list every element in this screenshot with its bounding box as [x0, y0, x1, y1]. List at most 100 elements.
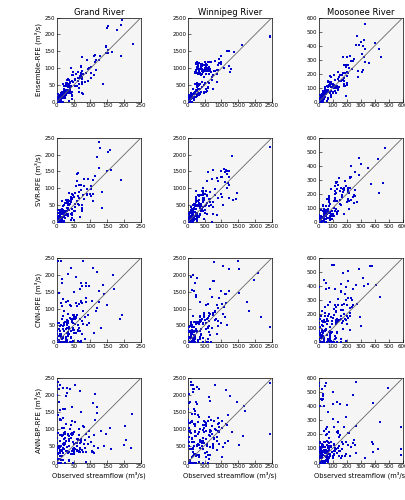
- Point: [55, 98, 62, 106]
- Point: [188, 94, 194, 102]
- Point: [342, 290, 348, 298]
- Point: [64, 320, 70, 328]
- Point: [205, 84, 211, 92]
- Point: [56, 454, 63, 462]
- Point: [347, 174, 353, 182]
- Point: [185, 458, 192, 466]
- Point: [318, 218, 324, 226]
- Point: [321, 212, 327, 220]
- Point: [81, 422, 87, 430]
- Point: [320, 318, 326, 326]
- Point: [54, 458, 61, 466]
- Point: [333, 204, 339, 212]
- Point: [364, 280, 371, 288]
- Point: [80, 182, 87, 190]
- Point: [192, 80, 198, 88]
- Point: [68, 404, 75, 411]
- Point: [73, 197, 80, 205]
- Point: [335, 77, 342, 85]
- Point: [316, 98, 322, 106]
- Point: [60, 431, 66, 439]
- Point: [64, 89, 70, 97]
- Point: [211, 417, 217, 425]
- Point: [56, 381, 63, 389]
- Point: [334, 196, 341, 204]
- Point: [70, 440, 77, 448]
- Point: [316, 338, 323, 346]
- Point: [76, 188, 82, 196]
- Point: [79, 80, 85, 88]
- Point: [335, 208, 341, 216]
- Point: [195, 64, 201, 72]
- Point: [185, 98, 191, 106]
- Point: [208, 68, 215, 76]
- Point: [57, 338, 63, 346]
- Point: [79, 67, 86, 75]
- Point: [65, 457, 72, 465]
- Point: [194, 274, 200, 282]
- Point: [243, 298, 250, 306]
- Point: [320, 332, 326, 340]
- Point: [92, 58, 98, 66]
- Point: [198, 331, 204, 339]
- Point: [207, 450, 213, 458]
- Point: [333, 318, 339, 326]
- Point: [200, 192, 207, 200]
- Point: [200, 438, 207, 446]
- Point: [56, 217, 62, 225]
- Point: [71, 448, 77, 456]
- Point: [344, 276, 351, 284]
- Point: [59, 456, 65, 464]
- Point: [325, 444, 331, 452]
- Point: [71, 447, 77, 455]
- Point: [197, 335, 203, 343]
- Point: [369, 438, 375, 446]
- Point: [339, 440, 346, 448]
- Point: [205, 328, 212, 336]
- Point: [59, 276, 65, 283]
- Point: [221, 303, 227, 311]
- Point: [96, 164, 102, 172]
- Point: [325, 310, 332, 318]
- Point: [267, 430, 274, 438]
- Point: [194, 208, 200, 216]
- Point: [69, 190, 75, 198]
- Point: [194, 212, 200, 220]
- Point: [204, 192, 211, 200]
- Point: [228, 65, 234, 73]
- Point: [322, 212, 329, 220]
- Point: [190, 208, 196, 216]
- Point: [197, 335, 203, 343]
- Point: [204, 177, 211, 185]
- Point: [192, 452, 199, 460]
- Point: [329, 338, 336, 346]
- Point: [322, 206, 328, 214]
- Point: [58, 91, 64, 99]
- Point: [317, 330, 323, 338]
- Point: [328, 442, 334, 450]
- Point: [340, 269, 346, 277]
- Point: [188, 94, 194, 102]
- Point: [222, 420, 229, 428]
- Point: [225, 180, 231, 188]
- Point: [393, 252, 399, 260]
- Point: [185, 420, 191, 428]
- Point: [190, 213, 196, 221]
- Point: [60, 94, 66, 102]
- Point: [201, 422, 207, 430]
- Point: [65, 80, 72, 88]
- Point: [319, 306, 325, 314]
- Point: [64, 430, 71, 438]
- Point: [346, 64, 353, 72]
- Point: [90, 198, 96, 205]
- Point: [185, 338, 192, 346]
- Point: [320, 96, 326, 104]
- Point: [65, 317, 71, 325]
- Point: [79, 72, 85, 80]
- Point: [109, 48, 116, 56]
- Point: [188, 334, 195, 342]
- Point: [56, 332, 63, 340]
- Point: [203, 60, 209, 68]
- Point: [231, 48, 237, 56]
- Point: [322, 449, 328, 457]
